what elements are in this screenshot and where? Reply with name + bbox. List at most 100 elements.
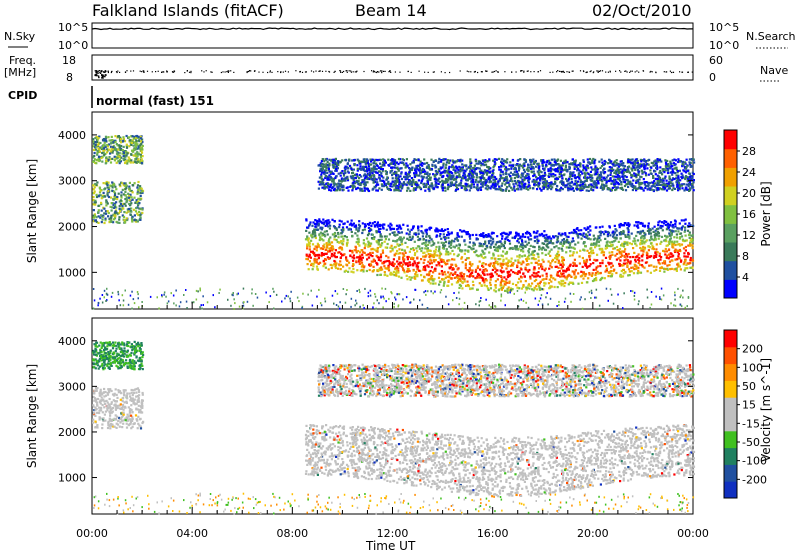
freq-dot — [340, 71, 341, 72]
scatter-cell — [628, 268, 630, 270]
scatter-cell — [649, 169, 651, 171]
freq-bottom-tick: 8 — [66, 71, 73, 84]
scatter-cell — [363, 242, 365, 244]
scatter-cell — [539, 276, 541, 278]
scatter-cell — [406, 232, 408, 234]
scatter-cell — [417, 226, 419, 228]
scatter-cell — [653, 248, 655, 250]
freq-dot — [494, 71, 495, 72]
scatter-cell — [412, 236, 414, 238]
scatter-cell — [650, 242, 652, 244]
scatter-cell — [417, 262, 419, 264]
scatter-cell — [126, 147, 128, 149]
scatter-cell — [471, 269, 473, 271]
scatter-cell — [384, 274, 386, 276]
scatter-cell — [684, 223, 686, 225]
scatter-cell — [447, 228, 449, 230]
scatter-cell — [584, 241, 586, 243]
freq-dot — [602, 70, 603, 71]
scatter-cell — [405, 252, 407, 254]
scatter-cell — [662, 229, 664, 231]
scatter-cell — [135, 210, 137, 212]
scatter-cell — [500, 284, 502, 286]
scatter-cell — [586, 189, 588, 191]
scatter-cell — [139, 198, 141, 200]
scatter-cell — [646, 257, 648, 259]
freq-dot — [269, 71, 270, 72]
scatter-cell — [590, 171, 592, 173]
scatter-cell — [116, 143, 118, 145]
scatter-cell — [645, 174, 647, 176]
scatter-cell — [362, 270, 364, 272]
scatter-cell — [666, 180, 668, 182]
scatter-cell — [346, 236, 348, 238]
freq-dot — [173, 72, 174, 73]
scatter-cell — [642, 246, 644, 248]
scatter-cell — [619, 251, 621, 253]
scatter-cell — [432, 240, 434, 242]
scatter-cell — [601, 162, 603, 164]
scatter-cell — [458, 236, 460, 238]
scatter-cell — [99, 217, 101, 219]
scatter-cell — [110, 161, 112, 163]
scatter-cell — [413, 249, 415, 251]
scatter-cell — [309, 254, 311, 256]
scatter-cell — [331, 249, 333, 251]
scatter-cell — [109, 152, 111, 154]
freq-dot — [564, 72, 565, 73]
scatter-cell — [410, 239, 412, 241]
scatter-cell — [420, 274, 422, 276]
scatter-cell — [388, 225, 390, 227]
scatter-cell — [659, 220, 661, 222]
freq-dot — [130, 71, 131, 72]
scatter-cell — [655, 238, 657, 240]
freq-dot — [96, 70, 98, 72]
scatter-cell — [548, 253, 550, 255]
scatter-cell — [359, 256, 361, 258]
scatter-cell — [543, 285, 545, 287]
scatter-cell — [448, 233, 450, 235]
scatter-cell — [350, 271, 352, 273]
freq-dot — [143, 70, 144, 71]
scatter-cell — [381, 268, 383, 270]
freq-dot — [258, 72, 259, 73]
freq-dot — [302, 72, 303, 73]
scatter-cell — [623, 224, 625, 226]
scatter-cell — [312, 265, 314, 267]
scatter-cell — [112, 186, 114, 188]
scatter-cell — [634, 242, 636, 244]
scatter-cell — [104, 196, 106, 198]
scatter-cell — [366, 270, 368, 272]
scatter-cell — [428, 235, 430, 237]
scatter-cell — [359, 188, 361, 190]
freq-dot — [285, 71, 286, 72]
scatter-cell — [616, 234, 618, 236]
scatter-cell — [392, 177, 394, 179]
scatter-cell — [126, 162, 128, 164]
scatter-cell — [595, 279, 597, 281]
scatter-cell — [126, 196, 128, 198]
freq-dot — [248, 71, 249, 72]
scatter-cell — [646, 167, 648, 169]
scatter-cell — [472, 234, 474, 236]
scatter-cell — [572, 247, 574, 249]
scatter-cell — [108, 149, 110, 151]
scatter-cell — [425, 241, 427, 243]
scatter-cell — [451, 269, 453, 271]
scatter-cell — [448, 259, 450, 261]
scatter-cell — [620, 256, 622, 258]
scatter-cell — [351, 224, 353, 226]
scatter-cell — [370, 243, 372, 245]
scatter-cell — [105, 157, 107, 159]
scatter-cell — [628, 253, 630, 255]
scatter-cell — [497, 180, 499, 182]
scatter-cell — [624, 259, 626, 261]
scatter-cell — [573, 273, 575, 275]
scatter-cell — [338, 226, 340, 228]
scatter-cell — [446, 234, 448, 236]
scatter-cell — [561, 250, 563, 252]
scatter-cell — [551, 266, 553, 268]
scatter-cell — [663, 271, 665, 273]
scatter-cell — [580, 275, 582, 277]
scatter-cell — [500, 275, 502, 277]
